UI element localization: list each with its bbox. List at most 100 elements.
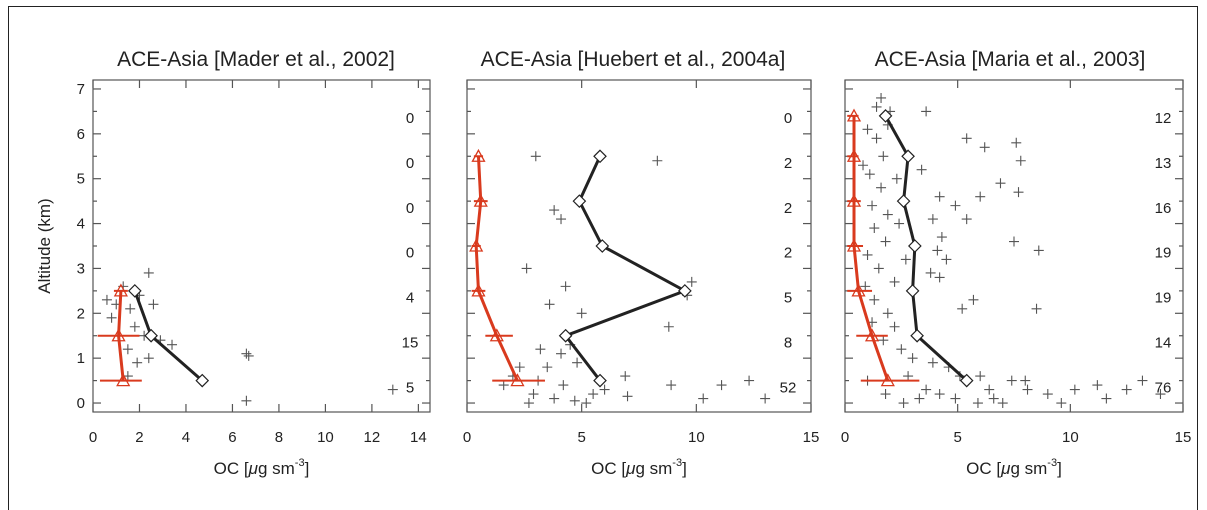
x-tick-label: 15 bbox=[1175, 429, 1192, 446]
scatter-point bbox=[961, 214, 972, 225]
x-tick-label: 14 bbox=[410, 429, 427, 446]
observed-point bbox=[896, 194, 911, 208]
scatter-point bbox=[1031, 303, 1042, 314]
observed-point bbox=[901, 149, 915, 164]
x-axis-label: OC [μg sm-3] bbox=[214, 457, 310, 478]
x-axis-label-part: ] bbox=[682, 459, 687, 478]
model-point bbox=[851, 283, 866, 297]
scatter-point bbox=[544, 299, 555, 310]
observed-point bbox=[878, 109, 893, 123]
y-tick-label: 6 bbox=[77, 126, 85, 143]
scatter-point bbox=[876, 182, 887, 193]
observed-point bbox=[678, 284, 692, 298]
scatter-point bbox=[387, 384, 398, 395]
observed-point bbox=[905, 284, 920, 298]
scatter-point bbox=[716, 380, 727, 391]
model-point bbox=[846, 108, 862, 122]
sample-count-label: 16 bbox=[1155, 200, 1172, 217]
x-tick-label: 10 bbox=[317, 429, 334, 446]
observed-line bbox=[563, 155, 689, 382]
sample-count-label: 5 bbox=[406, 379, 414, 396]
scatter-point bbox=[894, 218, 905, 229]
x-axis-label-part: g sm bbox=[635, 459, 672, 478]
scatter-point bbox=[148, 299, 159, 310]
scatter-point bbox=[921, 106, 932, 117]
scatter-point bbox=[925, 267, 936, 278]
scatter-point bbox=[871, 133, 882, 144]
x-axis-label-part: ] bbox=[1057, 459, 1062, 478]
scatter-point bbox=[652, 155, 663, 166]
sample-count-label: 76 bbox=[1155, 379, 1172, 396]
scatter-point bbox=[900, 254, 911, 265]
model-point bbox=[880, 373, 895, 387]
x-axis-label-part: μ bbox=[625, 459, 636, 478]
x-axis-label-part: -3 bbox=[672, 457, 682, 469]
sample-count-label: 15 bbox=[402, 334, 419, 351]
scatter-point bbox=[1015, 155, 1026, 166]
scatter-point bbox=[878, 151, 889, 162]
x-tick-label: 10 bbox=[1062, 429, 1079, 446]
scatter-point bbox=[1013, 187, 1024, 198]
sample-count-label: 12 bbox=[1155, 110, 1172, 127]
x-axis-label-part: -3 bbox=[1047, 457, 1057, 469]
scatter-point bbox=[581, 398, 592, 409]
scatter-point bbox=[934, 191, 945, 202]
scatter-point bbox=[1020, 375, 1031, 386]
scatter-point bbox=[129, 321, 140, 332]
scatter-point bbox=[243, 350, 254, 361]
x-tick-label: 2 bbox=[135, 429, 143, 446]
model-line bbox=[474, 156, 519, 382]
x-axis-label-part: OC [ bbox=[214, 459, 249, 478]
scatter-point bbox=[698, 393, 709, 404]
scatter-point bbox=[984, 384, 995, 395]
scatter-point bbox=[864, 169, 875, 180]
scatter-point bbox=[876, 92, 887, 103]
scatter-point bbox=[889, 321, 900, 332]
sample-count-label: 14 bbox=[1155, 334, 1172, 351]
scatter-point bbox=[896, 344, 907, 355]
observed-point bbox=[558, 328, 573, 343]
scatter-point bbox=[988, 393, 999, 404]
scatter-point bbox=[891, 173, 902, 184]
scatter-point bbox=[941, 254, 952, 265]
scatter-point bbox=[241, 348, 252, 359]
y-axis-label: Altitude (km) bbox=[35, 198, 54, 293]
chart-title: ACE-Asia [Mader et al., 2002] bbox=[117, 48, 395, 71]
scatter-point bbox=[1033, 245, 1044, 256]
scatter-point bbox=[961, 133, 972, 144]
x-axis-label-part: ] bbox=[305, 459, 310, 478]
scatter-point bbox=[878, 335, 889, 346]
sample-count-label: 0 bbox=[784, 110, 792, 127]
scatter-point bbox=[968, 294, 979, 305]
scatter-point bbox=[979, 142, 990, 153]
scatter-point bbox=[934, 272, 945, 283]
x-axis-label-part: g sm bbox=[258, 459, 295, 478]
scatter-point bbox=[1155, 389, 1166, 400]
scatter-point bbox=[549, 205, 560, 216]
sample-count-label: 0 bbox=[406, 110, 414, 127]
scatter-point bbox=[663, 321, 674, 332]
model-point bbox=[864, 328, 880, 342]
scatter-point bbox=[528, 389, 539, 400]
scatter-point bbox=[498, 380, 509, 391]
scatter-point bbox=[995, 178, 1006, 189]
scatter-point bbox=[760, 393, 771, 404]
model-point bbox=[471, 148, 486, 162]
figure-frame bbox=[8, 6, 1198, 510]
observed-line bbox=[884, 115, 968, 382]
x-tick-label: 0 bbox=[463, 429, 471, 446]
plot-area-frame bbox=[92, 79, 431, 413]
scatter-point bbox=[972, 398, 983, 409]
scatter-point bbox=[560, 281, 571, 292]
model-line bbox=[852, 115, 890, 382]
y-tick-label: 5 bbox=[77, 171, 85, 188]
scatter-point bbox=[921, 384, 932, 395]
x-axis-label-part: OC [ bbox=[591, 459, 626, 478]
x-tick-label: 6 bbox=[228, 429, 236, 446]
y-tick-label: 1 bbox=[77, 350, 85, 367]
scatter-point bbox=[122, 344, 133, 355]
sample-count-label: 8 bbox=[784, 334, 792, 351]
sample-count-label: 19 bbox=[1155, 290, 1172, 307]
x-axis-label: OC [μg sm-3] bbox=[966, 457, 1062, 478]
